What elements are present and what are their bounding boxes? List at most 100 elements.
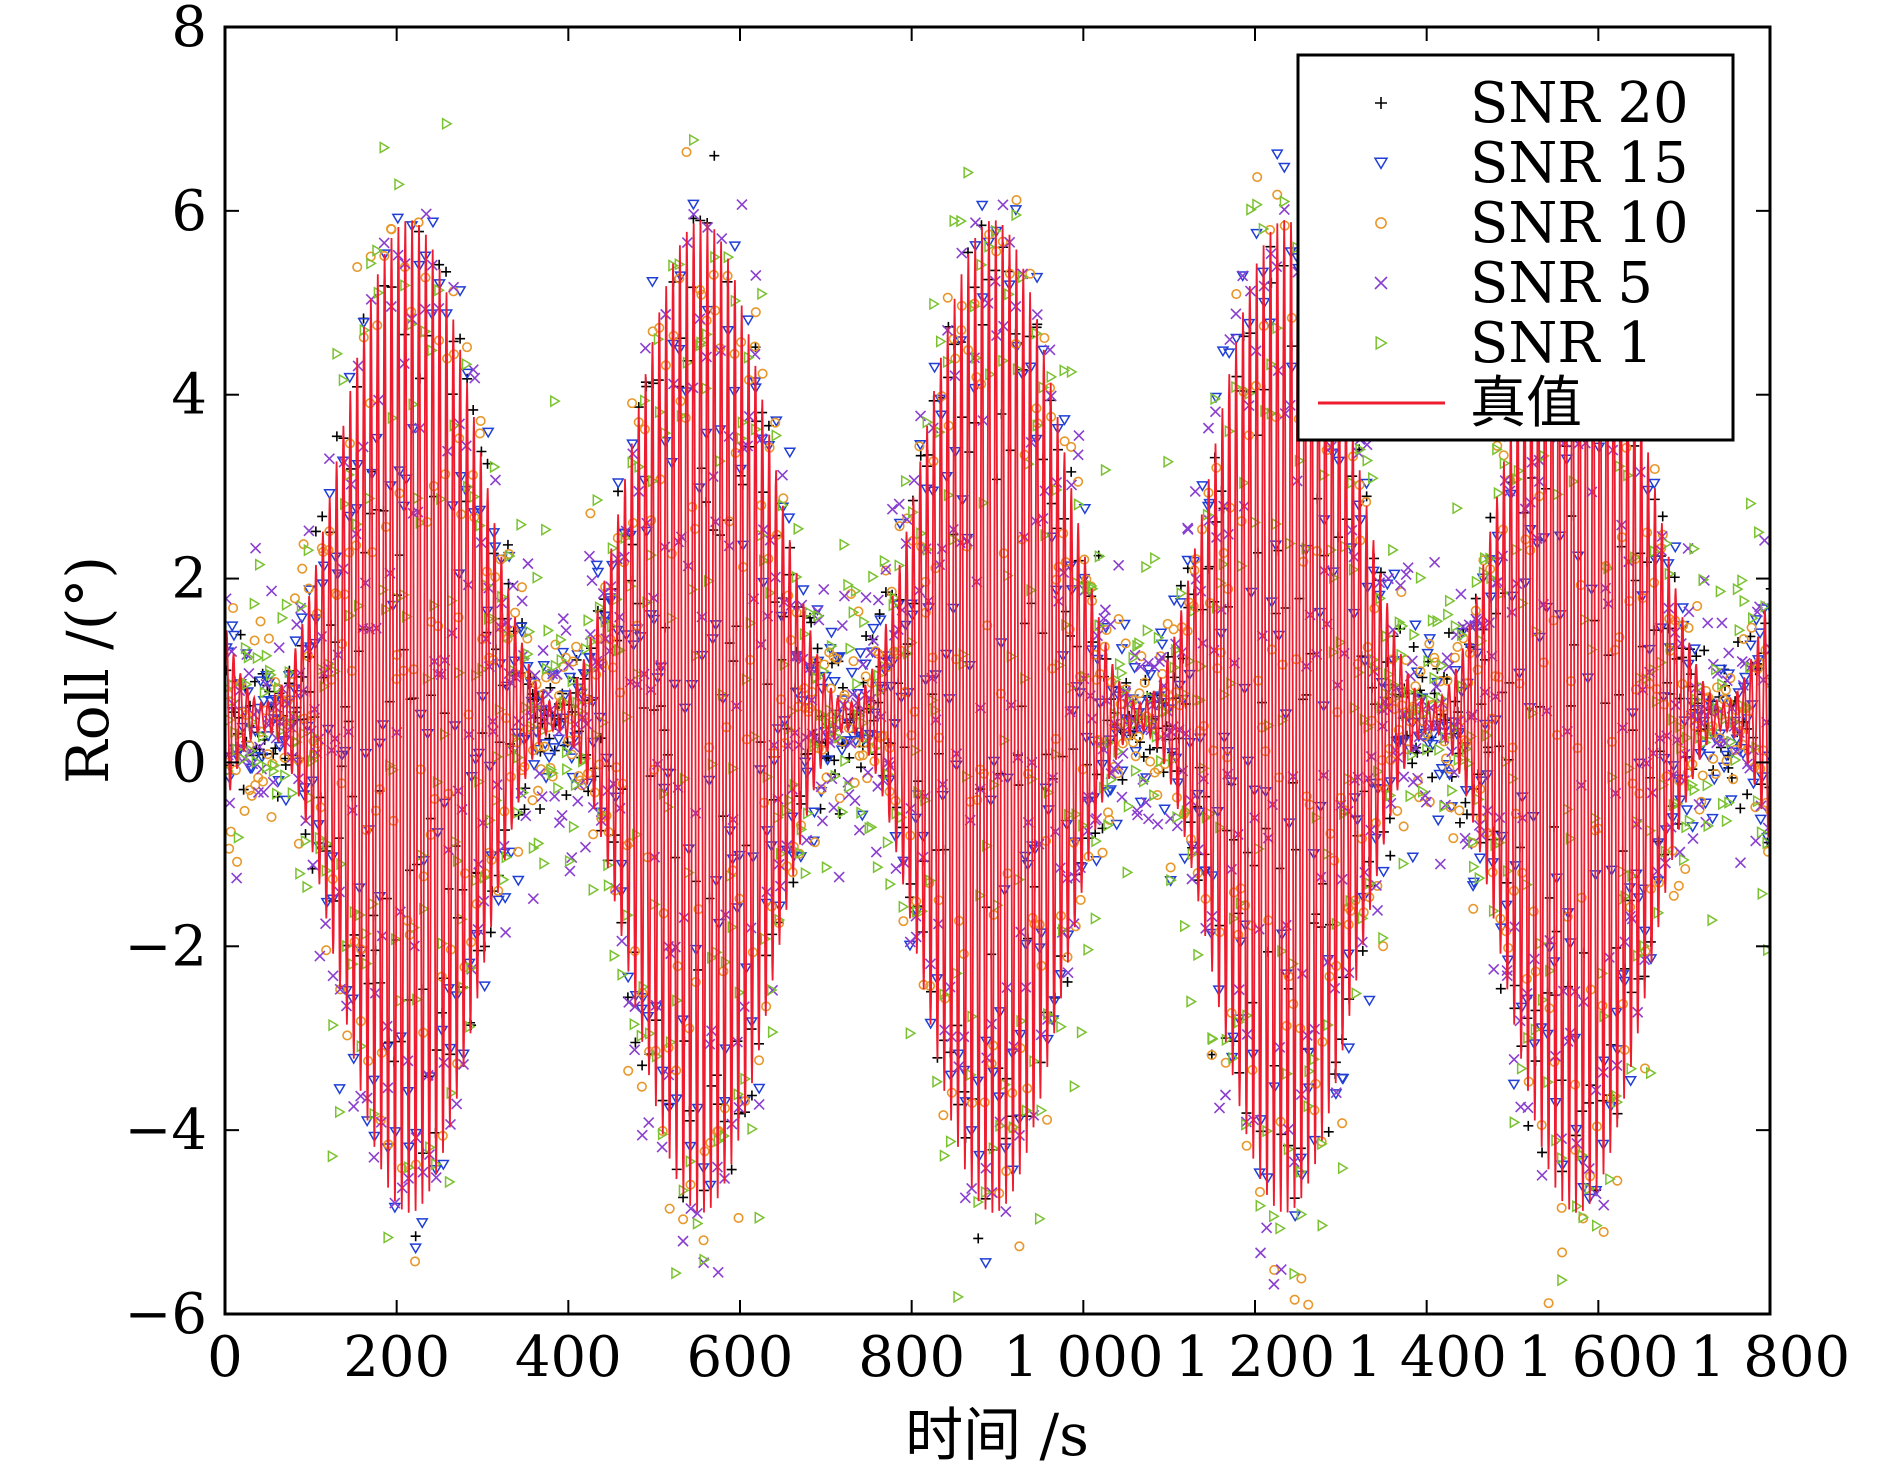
data-point-snr-5 <box>1400 568 1412 581</box>
data-point-snr-5 <box>1224 333 1236 346</box>
data-point-snr-20 <box>1460 797 1471 808</box>
data-point-snr-20 <box>1323 1126 1334 1137</box>
data-point-snr-5 <box>348 1100 360 1113</box>
data-point-snr-15 <box>295 613 309 625</box>
data-point-snr-20 <box>1097 823 1108 834</box>
y-tick-label: −2 <box>124 914 207 979</box>
data-point-snr-10 <box>532 785 544 796</box>
data-point-snr-1 <box>254 558 266 571</box>
data-point-snr-20 <box>788 877 799 888</box>
x-tick-label: 1 800 <box>1690 1325 1850 1390</box>
data-point-snr-5 <box>583 550 596 562</box>
data-point-snr-10 <box>681 146 692 158</box>
data-point-snr-10 <box>1668 890 1679 901</box>
data-point-snr-5 <box>677 1235 689 1247</box>
data-point-snr-10 <box>1452 641 1463 652</box>
data-point-snr-20 <box>1765 587 1770 590</box>
x-tick-label: 1 000 <box>1003 1325 1163 1390</box>
data-point-snr-1 <box>1103 818 1115 832</box>
data-point-snr-1 <box>532 571 544 584</box>
data-point-snr-20 <box>561 790 572 801</box>
data-point-snr-1 <box>1317 1219 1329 1232</box>
data-point-snr-15 <box>1128 663 1141 674</box>
data-point-snr-20 <box>1699 645 1710 656</box>
data-point-snr-15 <box>333 1084 346 1095</box>
data-point-snr-15 <box>563 672 577 684</box>
data-point-snr-1 <box>1707 913 1719 927</box>
data-point-snr-1 <box>882 836 894 849</box>
data-point-snr-10 <box>298 539 309 550</box>
data-point-snr-1 <box>757 287 768 301</box>
data-point-snr-15 <box>1155 639 1169 651</box>
data-point-snr-10 <box>1075 894 1086 906</box>
data-point-snr-10 <box>1697 770 1708 781</box>
data-point-snr-15 <box>728 241 742 253</box>
data-point-snr-10 <box>626 398 638 409</box>
data-point-snr-5 <box>1142 813 1155 825</box>
data-point-snr-15 <box>828 677 841 688</box>
data-point-snr-5 <box>828 801 840 814</box>
data-point-snr-5 <box>776 469 789 481</box>
data-point-snr-1 <box>281 598 293 611</box>
data-point-snr-10 <box>262 749 273 760</box>
data-point-snr-10 <box>516 582 528 593</box>
data-point-snr-1 <box>252 651 264 665</box>
data-point-snr-20 <box>1443 627 1454 638</box>
data-point-snr-1 <box>550 659 562 673</box>
data-point-snr-10 <box>303 583 314 594</box>
data-point-snr-10 <box>1649 463 1660 475</box>
data-point-snr-15 <box>1409 620 1422 632</box>
data-point-snr-5 <box>507 580 519 592</box>
data-point-snr-15 <box>1158 804 1171 816</box>
data-point-snr-15 <box>552 734 566 746</box>
data-point-snr-1 <box>1034 1212 1046 1226</box>
data-point-snr-5 <box>1758 534 1770 547</box>
data-point-snr-10 <box>550 674 561 685</box>
data-point-snr-1 <box>845 642 857 655</box>
data-point-snr-1 <box>692 1217 704 1230</box>
data-point-snr-10 <box>244 785 255 796</box>
data-point-snr-1 <box>609 949 621 962</box>
data-point-snr-1 <box>1646 1066 1657 1080</box>
data-point-snr-10 <box>1252 172 1263 183</box>
data-point-snr-15 <box>874 615 887 627</box>
data-point-snr-20 <box>1066 466 1077 477</box>
data-point-snr-20 <box>973 1233 984 1244</box>
data-point-snr-15 <box>646 276 659 288</box>
data-point-snr-1 <box>1746 497 1757 510</box>
data-point-snr-1 <box>1447 784 1458 797</box>
data-point-snr-5 <box>1716 617 1728 629</box>
data-point-snr-1 <box>1689 542 1701 556</box>
data-point-snr-5 <box>378 237 390 249</box>
data-point-snr-15 <box>854 648 867 659</box>
data-point-snr-20 <box>410 1231 421 1242</box>
data-point-snr-1 <box>1734 623 1746 637</box>
legend-label: SNR 15 <box>1470 131 1689 196</box>
data-point-snr-1 <box>1572 1199 1583 1213</box>
data-point-snr-15 <box>498 893 512 904</box>
data-point-snr-1 <box>1351 987 1363 1000</box>
data-point-snr-10 <box>230 765 241 776</box>
data-point-snr-10 <box>1296 1273 1307 1284</box>
y-tick-label: 2 <box>171 547 207 612</box>
data-point-snr-10 <box>770 417 781 428</box>
data-point-snr-1 <box>516 518 528 531</box>
data-point-snr-15 <box>1753 628 1767 640</box>
data-point-snr-15 <box>1030 272 1044 284</box>
data-point-snr-10 <box>249 635 260 646</box>
data-point-snr-5 <box>368 1151 380 1163</box>
data-point-snr-1 <box>1730 753 1742 767</box>
data-point-snr-1 <box>872 860 884 874</box>
data-point-snr-1 <box>932 1075 943 1089</box>
data-point-snr-10 <box>1746 622 1757 633</box>
data-point-snr-10 <box>342 1030 353 1041</box>
data-point-snr-15 <box>621 972 635 984</box>
y-tick-label: −6 <box>124 1282 207 1347</box>
data-point-snr-20 <box>1121 677 1132 688</box>
data-point-snr-10 <box>749 341 760 352</box>
data-point-snr-15 <box>975 200 989 212</box>
data-point-snr-5 <box>513 715 525 727</box>
data-point-snr-1 <box>1056 1020 1067 1034</box>
